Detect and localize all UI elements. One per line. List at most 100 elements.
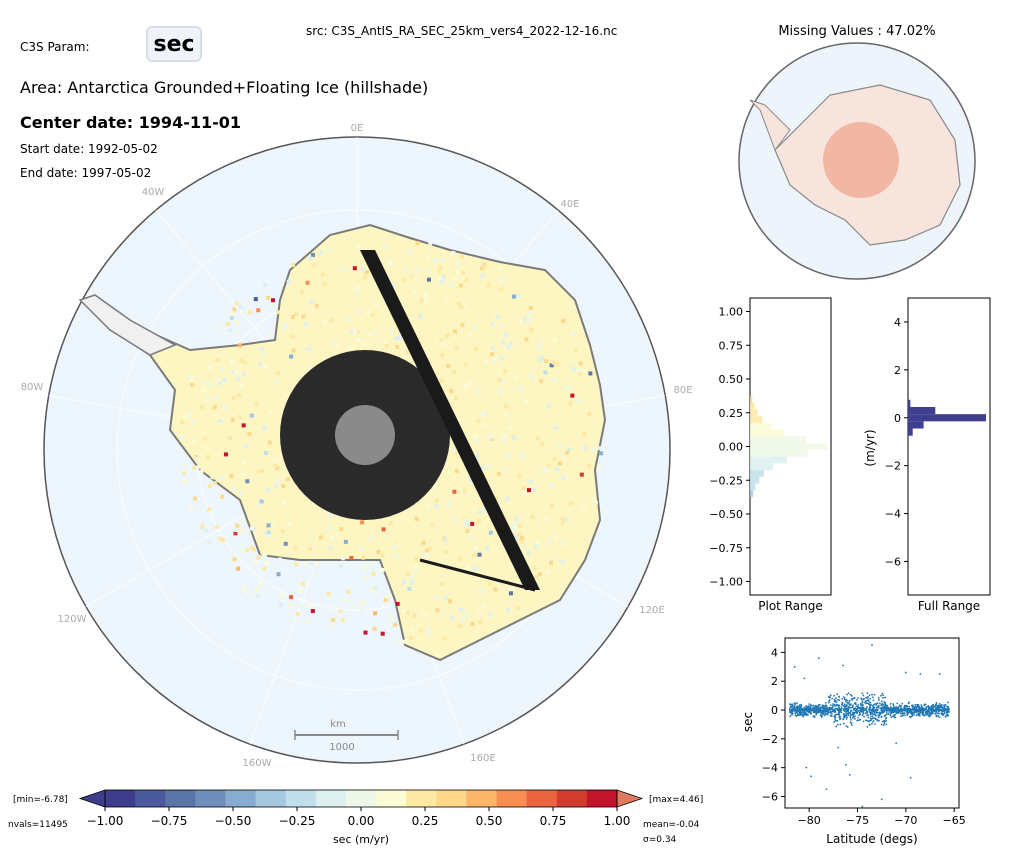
sec-cell — [414, 516, 419, 521]
scatter-point — [867, 716, 870, 719]
sec-cell — [261, 552, 266, 557]
scatter-point — [849, 721, 852, 724]
sec-cell — [555, 467, 560, 472]
sec-cell — [443, 596, 448, 601]
longitude-label: 120E — [639, 605, 664, 616]
sec-cell — [453, 396, 458, 401]
scatter-point — [925, 713, 928, 716]
sec-cell — [215, 357, 219, 362]
sec-cell — [570, 331, 575, 336]
scatter-point — [880, 711, 883, 714]
sec-cell — [390, 283, 395, 288]
scatter-point — [877, 697, 880, 699]
sec-cell — [310, 300, 315, 305]
scatter-point — [871, 717, 874, 720]
scatter-point — [927, 714, 930, 717]
scatter-point — [909, 716, 912, 719]
sec-cell — [314, 303, 319, 308]
scatter-point — [867, 700, 870, 702]
hist-plot-bar — [750, 449, 808, 457]
sec-cell — [462, 303, 467, 308]
sec-cell — [468, 333, 473, 338]
sec-cell — [212, 481, 217, 486]
sec-cell — [470, 521, 475, 526]
sec-cell — [596, 464, 601, 469]
satellite-gap-line — [419, 558, 536, 592]
scatter-point — [844, 708, 847, 711]
sec-cell — [182, 479, 187, 484]
scatter-point — [881, 700, 883, 703]
scatter-point — [812, 704, 815, 707]
sec-cell — [383, 598, 388, 603]
scatter-point — [830, 715, 833, 717]
sec-cell — [346, 317, 351, 322]
sec-cell — [305, 280, 310, 285]
sec-cell — [500, 380, 505, 385]
scatter-point — [915, 713, 918, 716]
sec-cell — [331, 340, 336, 345]
sec-cell — [228, 328, 233, 333]
end-date: End date: 1997-05-02 — [20, 166, 152, 180]
sec-cell — [460, 617, 465, 622]
scatter-point — [816, 706, 818, 709]
scatter-point — [810, 704, 812, 706]
sec-cell — [478, 610, 483, 615]
sec-cell — [523, 399, 528, 404]
sec-cell — [472, 325, 477, 330]
sec-cell — [552, 457, 557, 462]
sec-cell — [484, 360, 489, 365]
scatter-point — [805, 704, 807, 707]
sec-cell — [407, 249, 412, 254]
sec-cell — [276, 371, 281, 376]
sec-cell — [436, 277, 441, 282]
sec-cell — [520, 540, 525, 545]
sec-cell — [182, 471, 187, 476]
sec-cell — [252, 551, 257, 556]
hist-plot-bar — [750, 483, 756, 491]
nvals-label: nvals=11495 — [8, 820, 68, 830]
sec-cell — [237, 393, 242, 398]
scatter-point — [834, 700, 837, 703]
sec-cell — [451, 250, 456, 255]
sec-cell — [271, 523, 276, 528]
scatter-point — [878, 719, 881, 722]
scatter-point — [838, 704, 841, 707]
scatter-point — [839, 715, 842, 718]
sec-cell — [402, 609, 407, 614]
scatter-point — [817, 705, 820, 708]
scatter-point — [943, 706, 946, 709]
sec-cell — [194, 456, 199, 461]
sec-cell — [360, 608, 365, 613]
scatter-point — [849, 713, 852, 716]
scatter-point — [925, 706, 928, 709]
scatter-point — [873, 712, 876, 714]
scatter-point — [873, 706, 876, 709]
sec-cell — [218, 537, 223, 542]
sec-cell — [405, 611, 410, 616]
sec-cell — [567, 447, 572, 452]
scatter-point — [871, 693, 873, 696]
sec-cell — [190, 377, 195, 382]
hist-plot-ytick-label: −0.75 — [709, 542, 743, 555]
hist-full-bar — [908, 428, 913, 436]
sec-cell — [522, 317, 527, 322]
scatter-point — [941, 710, 943, 713]
hist-full-frame — [907, 297, 991, 596]
sec-cell — [398, 335, 403, 340]
sec-cell — [457, 624, 462, 629]
hist-plot-bar — [750, 436, 806, 444]
sec-cell — [502, 433, 507, 438]
scatter-point — [847, 692, 850, 694]
sec-cell — [516, 473, 521, 478]
sec-cell — [591, 447, 596, 452]
scatter-point — [874, 709, 877, 712]
sec-cell — [207, 507, 212, 512]
sec-cell — [207, 483, 212, 488]
sec-cell — [317, 607, 322, 612]
sec-cell — [414, 269, 419, 274]
sec-cell — [560, 520, 565, 525]
scatter-point — [814, 710, 816, 713]
scatter-point — [889, 713, 892, 715]
sec-cell — [284, 322, 289, 327]
sec-cell — [262, 566, 267, 571]
